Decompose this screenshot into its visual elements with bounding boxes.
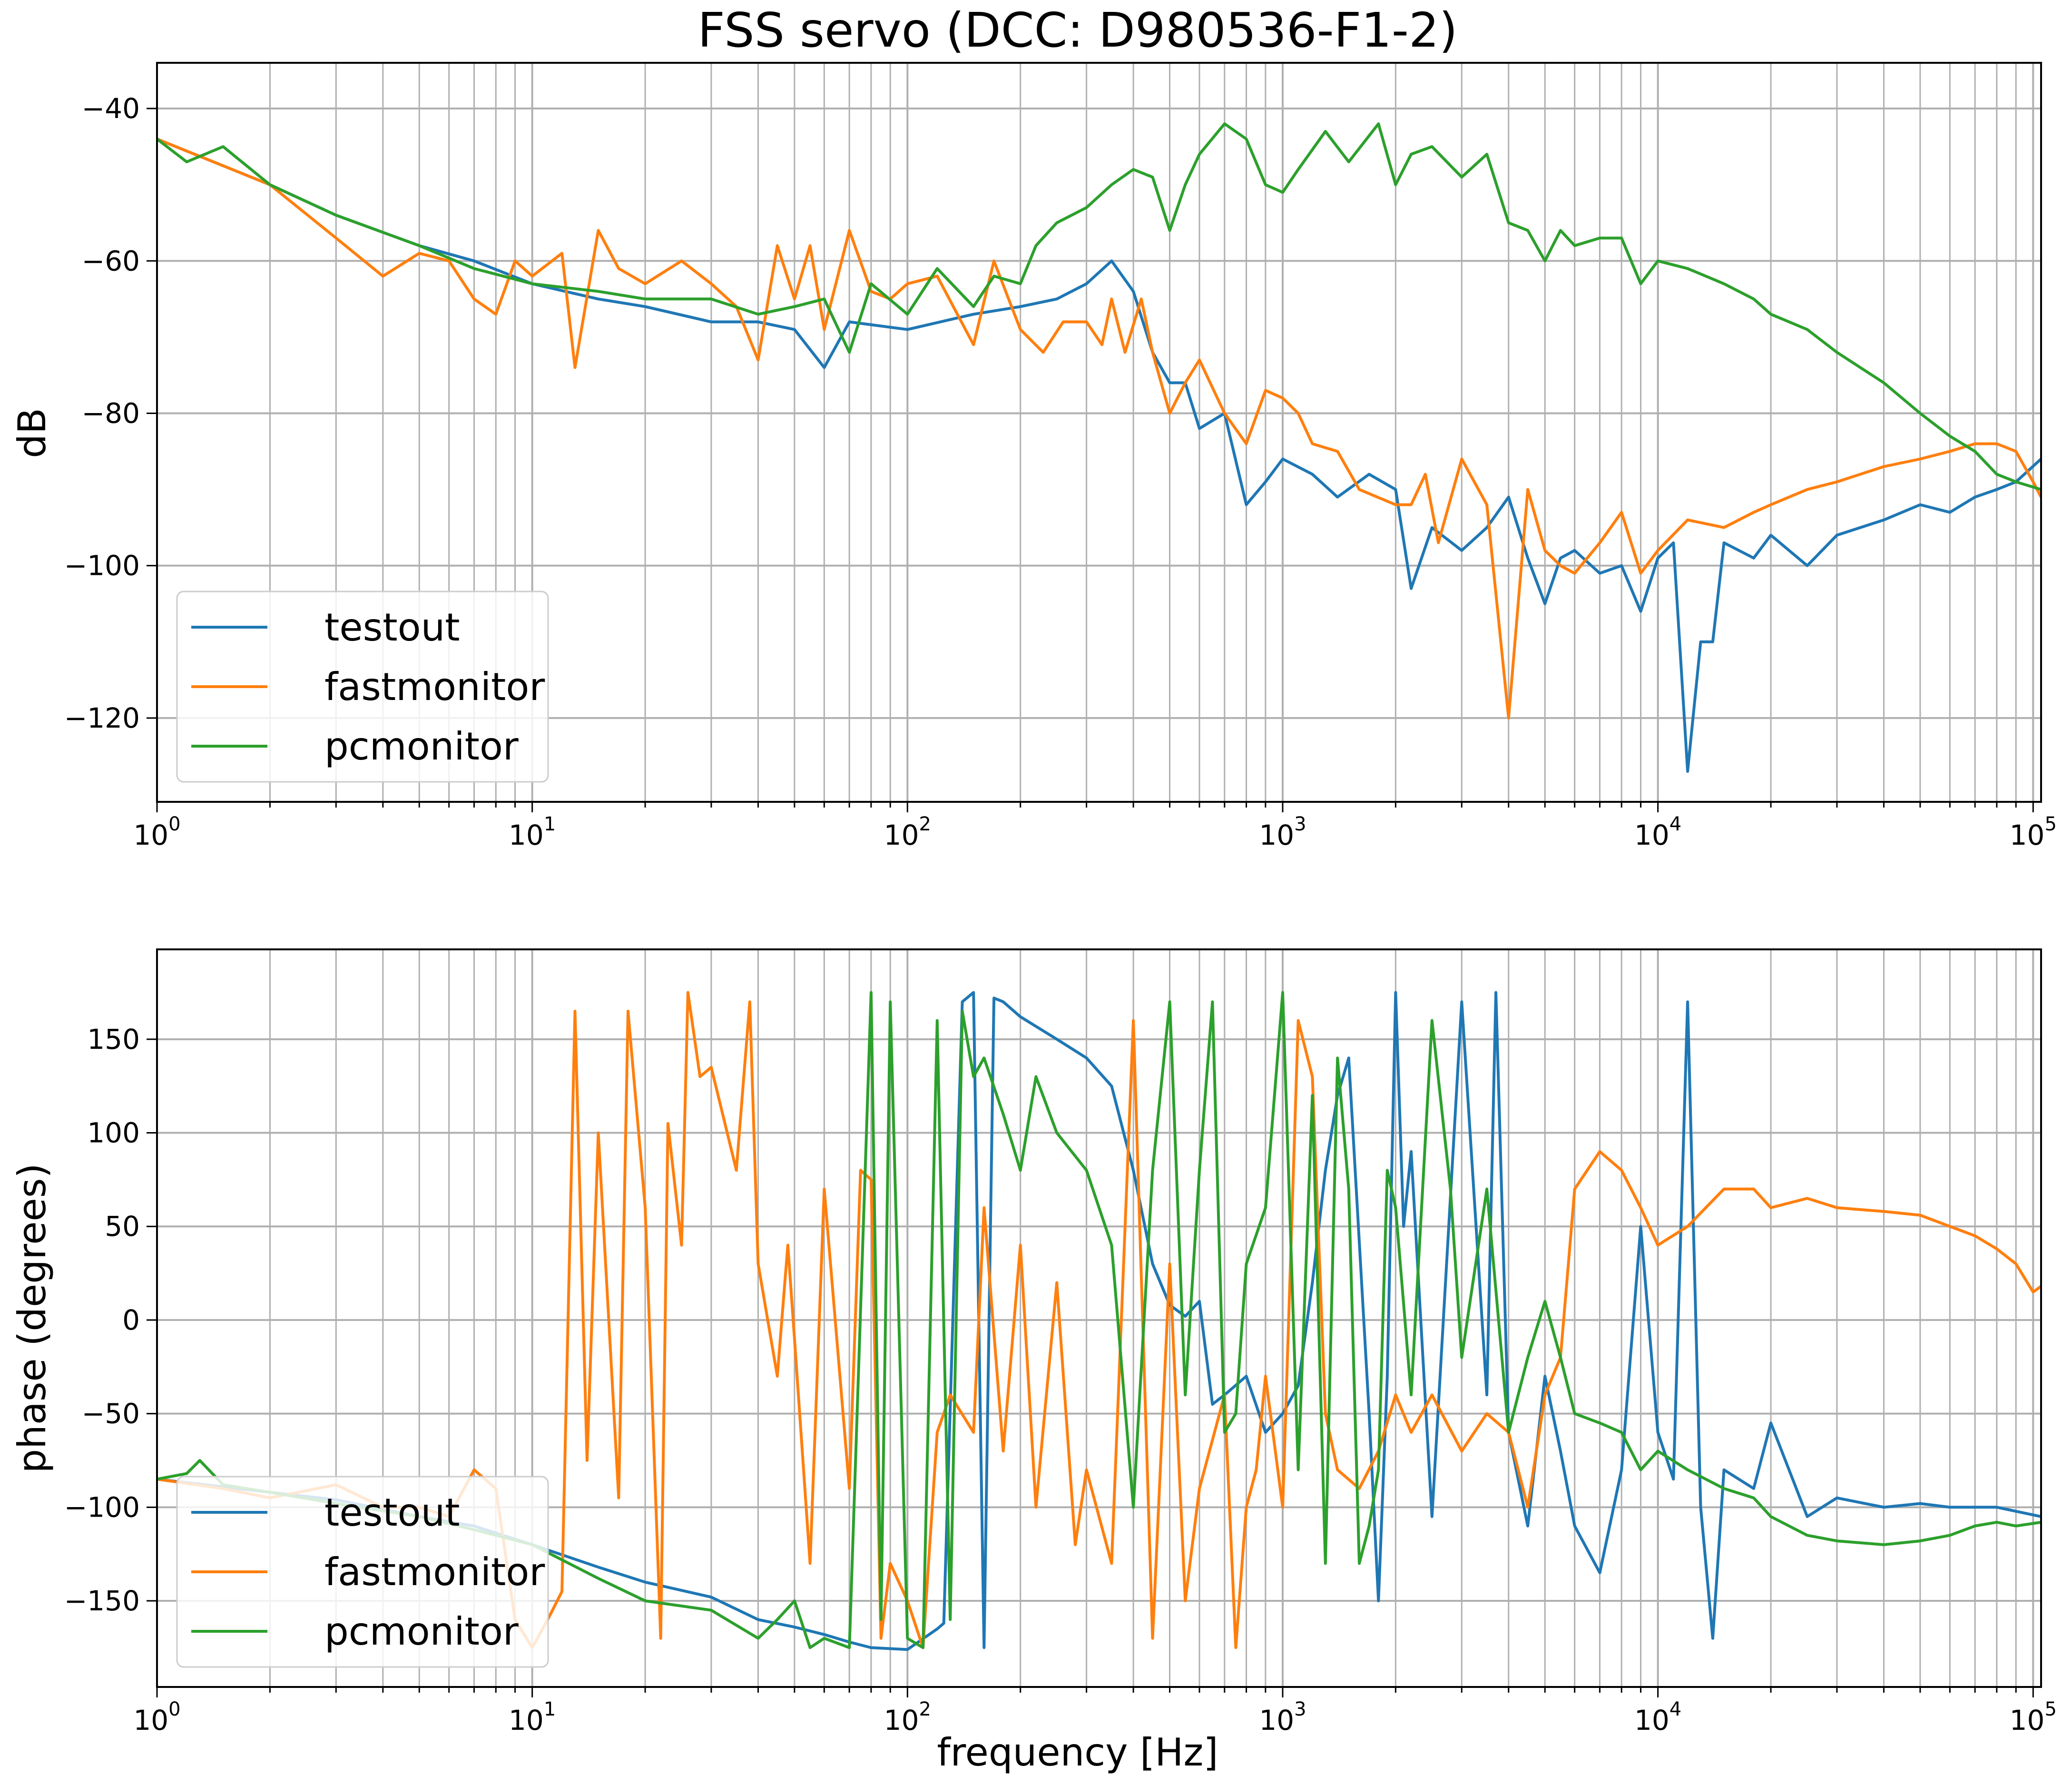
legend-box (176, 1476, 549, 1668)
phase-y-axis-label: phase (degrees) (10, 1163, 54, 1473)
x-tick-label: 101 (509, 1698, 556, 1736)
x-tick-label: 104 (1634, 813, 1681, 851)
x-tick-label: 100 (133, 1698, 180, 1736)
phase-legend: testout fastmonitor pcmonitor (176, 1476, 549, 1668)
series-line-fastmonitor (157, 138, 2041, 720)
y-tick-label: 150 (87, 1023, 140, 1055)
x-tick-label: 103 (1259, 1698, 1306, 1736)
phase-x-axis-label: frequency [Hz] (937, 1730, 1218, 1775)
y-tick-label: −120 (64, 702, 140, 734)
legend-label-fastmonitor: fastmonitor (324, 665, 545, 709)
magnitude-y-axis-label: dB (10, 408, 54, 458)
y-tick-label: −80 (82, 397, 140, 429)
phase-axes: −150 −100 −50 0 50 100 150 100 101 102 103 104 105 (64, 948, 2057, 1736)
legend-label-pcmonitor: pcmonitor (324, 1609, 519, 1654)
series-line-pcmonitor (157, 122, 2041, 491)
series-line-fastmonitor (157, 991, 2041, 1649)
series-line-testout (157, 991, 2041, 1651)
legend-box (176, 591, 549, 783)
x-tick-label: 104 (1634, 1698, 1681, 1736)
y-tick-label: 100 (87, 1117, 140, 1149)
x-tick-label: 105 (2010, 813, 2057, 851)
magnitude-series (157, 122, 2041, 773)
x-tick-label: 103 (1259, 813, 1306, 851)
phase-series (157, 991, 2041, 1651)
phase-panel: −150 −100 −50 0 50 100 150 100 101 102 103 104 105 p… (10, 948, 2057, 1775)
legend-label-testout: testout (324, 605, 460, 650)
x-tick-label: 101 (509, 813, 556, 851)
y-tick-label: 50 (105, 1210, 140, 1243)
phase-grid (156, 949, 2041, 1687)
axes-frame (156, 62, 2042, 803)
legend-label-pcmonitor: pcmonitor (324, 724, 519, 769)
legend-label-testout: testout (324, 1490, 460, 1535)
y-tick-label: −100 (64, 1491, 140, 1523)
axes-frame (156, 948, 2042, 1688)
y-tick-label: −40 (82, 92, 140, 125)
magnitude-legend: testout fastmonitor pcmonitor (176, 591, 549, 783)
legend-label-fastmonitor: fastmonitor (324, 1550, 545, 1594)
x-tick-label: 102 (884, 813, 931, 851)
x-tick-label: 105 (2010, 1698, 2057, 1736)
x-tick-label: 102 (884, 1698, 931, 1736)
magnitude-axes: −120 −100 −80 −60 −40 100 101 102 103 104 105 (64, 62, 2057, 851)
y-tick-label: 0 (122, 1304, 140, 1336)
magnitude-panel: −120 −100 −80 −60 −40 100 101 102 103 104 105 dB t… (10, 62, 2057, 851)
y-tick-label: −60 (82, 245, 140, 277)
x-tick-label: 100 (133, 813, 180, 851)
magnitude-grid (156, 63, 2041, 802)
series-line-pcmonitor (157, 991, 2041, 1649)
y-tick-label: −50 (82, 1398, 140, 1430)
y-tick-label: −100 (64, 550, 140, 582)
series-line-testout (157, 138, 2041, 773)
chart-title: FSS servo (DCC: D980536-F1-2) (697, 2, 1457, 58)
y-tick-label: −150 (64, 1585, 140, 1617)
